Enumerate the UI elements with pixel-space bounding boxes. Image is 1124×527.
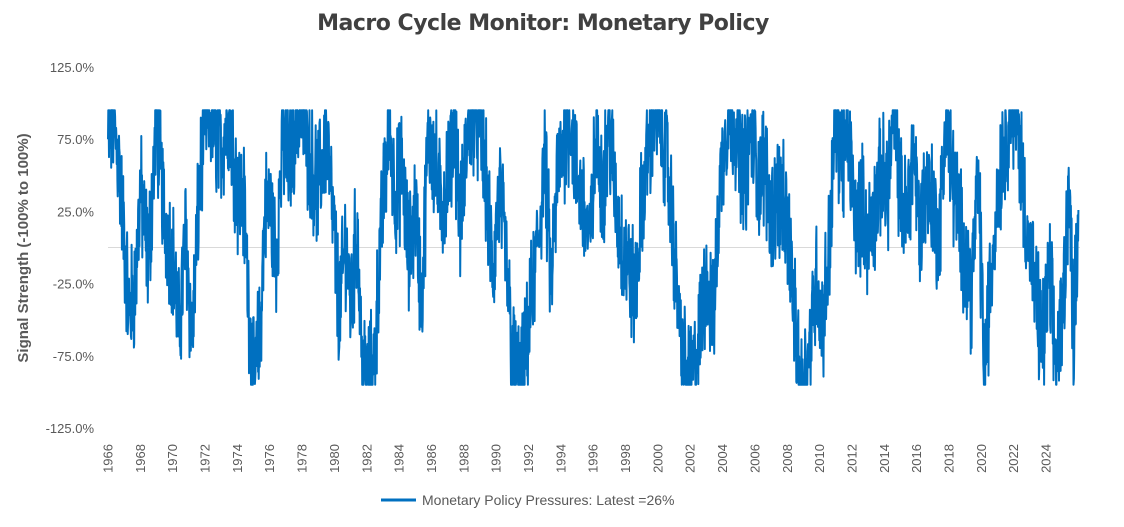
x-tick-label: 2000 bbox=[650, 444, 665, 473]
y-tick-label: 25.0% bbox=[57, 204, 94, 219]
x-tick-label: 1974 bbox=[230, 444, 245, 473]
x-tick-label: 1994 bbox=[553, 444, 568, 473]
x-tick-label: 1984 bbox=[392, 444, 407, 473]
x-tick-label: 2004 bbox=[715, 444, 730, 473]
x-tick-label: 1988 bbox=[456, 444, 471, 473]
y-tick-label: -75.0% bbox=[53, 349, 95, 364]
x-tick-label: 1996 bbox=[586, 444, 601, 473]
x-tick-label: 2018 bbox=[941, 444, 956, 473]
series-line-monetary-policy bbox=[107, 109, 1080, 386]
y-axis-label: Signal Strength (-100% to 100%) bbox=[15, 133, 32, 362]
legend: Monetary Policy Pressures: Latest =26% bbox=[381, 492, 675, 508]
x-tick-label: 2014 bbox=[877, 444, 892, 473]
x-tick-label: 1968 bbox=[133, 444, 148, 473]
x-tick-label: 1966 bbox=[101, 444, 116, 473]
x-axis-ticks: 1966 1968 1970 1972 1974 1976 1978 1980 1982 1984… bbox=[101, 444, 1054, 473]
x-tick-label: 1998 bbox=[618, 444, 633, 473]
x-tick-label: 1972 bbox=[198, 444, 213, 473]
y-tick-label: -25.0% bbox=[53, 277, 95, 292]
x-tick-label: 2002 bbox=[683, 444, 698, 473]
x-tick-label: 1978 bbox=[295, 444, 310, 473]
x-tick-label: 2012 bbox=[844, 444, 859, 473]
x-tick-label: 1976 bbox=[262, 444, 277, 473]
x-tick-label: 2020 bbox=[974, 444, 989, 473]
y-tick-label: 125.0% bbox=[50, 60, 95, 75]
chart-title: Macro Cycle Monitor: Monetary Policy bbox=[317, 11, 769, 36]
x-tick-label: 1982 bbox=[359, 444, 374, 473]
x-tick-label: 1990 bbox=[489, 444, 504, 473]
y-tick-label: 75.0% bbox=[57, 132, 94, 147]
x-tick-label: 2024 bbox=[1039, 444, 1054, 473]
x-tick-label: 2008 bbox=[780, 444, 795, 473]
x-tick-label: 1970 bbox=[165, 444, 180, 473]
x-tick-label: 2006 bbox=[747, 444, 762, 473]
x-tick-label: 1980 bbox=[327, 444, 342, 473]
x-tick-label: 1986 bbox=[424, 444, 439, 473]
legend-label: Monetary Policy Pressures: Latest =26% bbox=[422, 492, 675, 508]
x-tick-label: 2010 bbox=[812, 444, 827, 473]
x-tick-label: 2016 bbox=[909, 444, 924, 473]
x-tick-label: 1992 bbox=[521, 444, 536, 473]
x-tick-label: 2022 bbox=[1006, 444, 1021, 473]
y-tick-label: -125.0% bbox=[46, 421, 95, 436]
y-axis-ticks: 125.0% 75.0% 25.0% -25.0% -75.0% -125.0% bbox=[46, 60, 95, 436]
